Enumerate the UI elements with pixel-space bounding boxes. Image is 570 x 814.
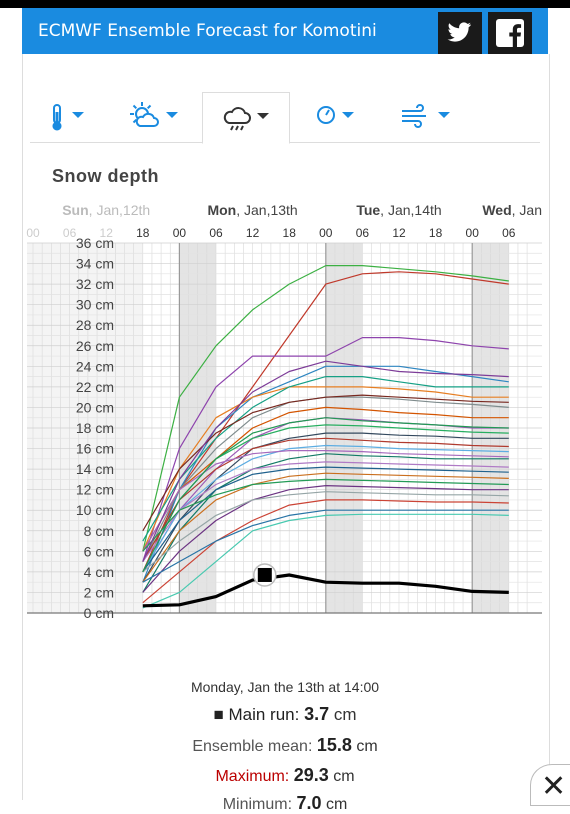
tab-pressure[interactable]	[300, 92, 386, 142]
sun-cloud-icon	[130, 102, 178, 127]
twitter-icon	[447, 22, 471, 42]
ensemble-member-line	[142, 444, 509, 573]
minimum-label: Minimum:	[222, 796, 293, 813]
maximum-unit: cm	[333, 768, 355, 785]
tab-temperature[interactable]	[30, 92, 116, 142]
ensemble-member-line	[142, 491, 509, 573]
facebook-icon	[496, 19, 524, 47]
day-label: Mon, Jan,13th	[207, 202, 297, 218]
snow-depth-chart[interactable]: 0 cm 2 cm 4 cm 6 cm 8 cm 10 cm 12 cm 14 cm 16 cm…	[0, 195, 570, 625]
ensemble-member-line	[142, 264, 509, 552]
ensemble-member-line	[142, 499, 509, 604]
y-tick-label: 0 cm	[84, 605, 114, 621]
maximum-readout: Maximum: 29.3 cm	[0, 765, 570, 786]
x-tick-label: 18	[283, 226, 297, 240]
y-tick-label: 32 cm	[76, 276, 114, 292]
close-button[interactable]: ✕	[530, 764, 570, 806]
x-tick-label: 12	[392, 226, 406, 240]
maximum-label: Maximum:	[215, 768, 290, 785]
y-tick-label: 12 cm	[76, 482, 114, 498]
x-tick-label: 00	[26, 226, 40, 240]
ensemble-member-line	[142, 337, 509, 562]
y-tick-label: 36 cm	[76, 235, 114, 251]
tab-precipitation[interactable]	[202, 92, 290, 144]
hover-marker	[257, 567, 272, 582]
thermometer-icon	[52, 104, 84, 131]
facebook-button[interactable]	[488, 12, 532, 54]
main-run-marker: ■	[213, 705, 224, 724]
main-run-label: Main run:	[228, 705, 300, 724]
ensemble-member-line	[142, 513, 509, 609]
ensemble-member-line	[142, 472, 509, 583]
y-tick-label: 28 cm	[76, 317, 114, 333]
ensemble-member-line	[142, 485, 509, 593]
minimum-value: 7.0	[296, 793, 322, 813]
minimum-unit: cm	[325, 796, 348, 813]
ensemble-member-line	[142, 376, 509, 542]
y-tick-label: 34 cm	[76, 256, 114, 272]
y-tick-label: 10 cm	[76, 502, 114, 518]
x-tick-label: 00	[173, 226, 187, 240]
chart-title: Snow depth	[52, 166, 159, 186]
main-run-readout: ■ Main run: 3.7 cm	[0, 704, 570, 725]
x-tick-label: 18	[136, 226, 150, 240]
ensemble-member-line	[142, 509, 509, 583]
ensemble-member-line	[142, 461, 509, 562]
y-tick-label: 30 cm	[76, 297, 114, 313]
ensemble-member-line	[142, 360, 509, 562]
ensemble-member-line	[142, 417, 509, 573]
x-tick-label: 00	[466, 226, 480, 240]
y-tick-label: 8 cm	[84, 523, 114, 539]
ensemble-mean-label: Ensemble mean:	[192, 738, 313, 755]
y-tick-label: 6 cm	[84, 543, 114, 559]
twitter-button[interactable]	[438, 12, 482, 54]
main-run-unit: cm	[333, 705, 357, 724]
gauge-icon	[317, 106, 354, 124]
tab-wind[interactable]	[390, 92, 476, 142]
minimum-readout: Minimum: 7.0 cm	[0, 793, 570, 814]
y-tick-label: 4 cm	[84, 564, 114, 580]
rain-cloud-icon	[223, 107, 269, 131]
tab-sun-cloud[interactable]	[116, 92, 202, 142]
x-tick-label: 00	[319, 226, 333, 240]
ensemble-mean-readout: Ensemble mean: 15.8 cm	[0, 735, 570, 756]
y-tick-label: 2 cm	[84, 584, 114, 600]
close-icon: ✕	[541, 769, 567, 804]
x-tick-label: 06	[502, 226, 516, 240]
page-title: ECMWF Ensemble Forecast for Komotini	[38, 21, 377, 41]
y-tick-label: 26 cm	[76, 338, 114, 354]
ensemble-mean-value: 15.8	[316, 735, 352, 755]
x-tick-label: 06	[356, 226, 370, 240]
x-tick-label: 06	[63, 226, 77, 240]
wind-icon	[402, 104, 450, 128]
main-run-value: 3.7	[304, 704, 330, 724]
ensemble-member-line	[142, 386, 509, 552]
y-tick-label: 22 cm	[76, 379, 114, 395]
app-header: ECMWF Ensemble Forecast for Komotini	[22, 8, 548, 54]
hover-time: Monday, Jan the 13th at 14:00	[190, 679, 380, 695]
ensemble-member-line	[142, 365, 509, 583]
day-label: Wed, Jan	[482, 202, 542, 218]
y-tick-label: 24 cm	[76, 358, 114, 374]
ensemble-member-line	[142, 478, 509, 552]
x-tick-label: 12	[246, 226, 260, 240]
ensemble-mean-unit: cm	[356, 738, 378, 755]
maximum-value: 29.3	[293, 765, 329, 785]
y-tick-label: 16 cm	[76, 441, 114, 457]
ensemble-member-line	[142, 453, 509, 593]
x-tick-label: 18	[429, 226, 443, 240]
day-label: Sun, Jan,12th	[62, 202, 150, 218]
status-bar	[0, 0, 570, 8]
y-tick-label: 18 cm	[76, 420, 114, 436]
tab-bar	[30, 92, 540, 144]
x-tick-label: 12	[100, 226, 114, 240]
y-tick-label: 20 cm	[76, 399, 114, 415]
day-label: Tue, Jan,14th	[356, 202, 441, 218]
main-run-line	[142, 573, 509, 608]
y-tick-label: 14 cm	[76, 461, 114, 477]
ensemble-member-line	[142, 437, 509, 562]
ensemble-member-line	[142, 406, 509, 552]
ensemble-member-line	[142, 271, 509, 573]
x-tick-label: 06	[209, 226, 223, 240]
